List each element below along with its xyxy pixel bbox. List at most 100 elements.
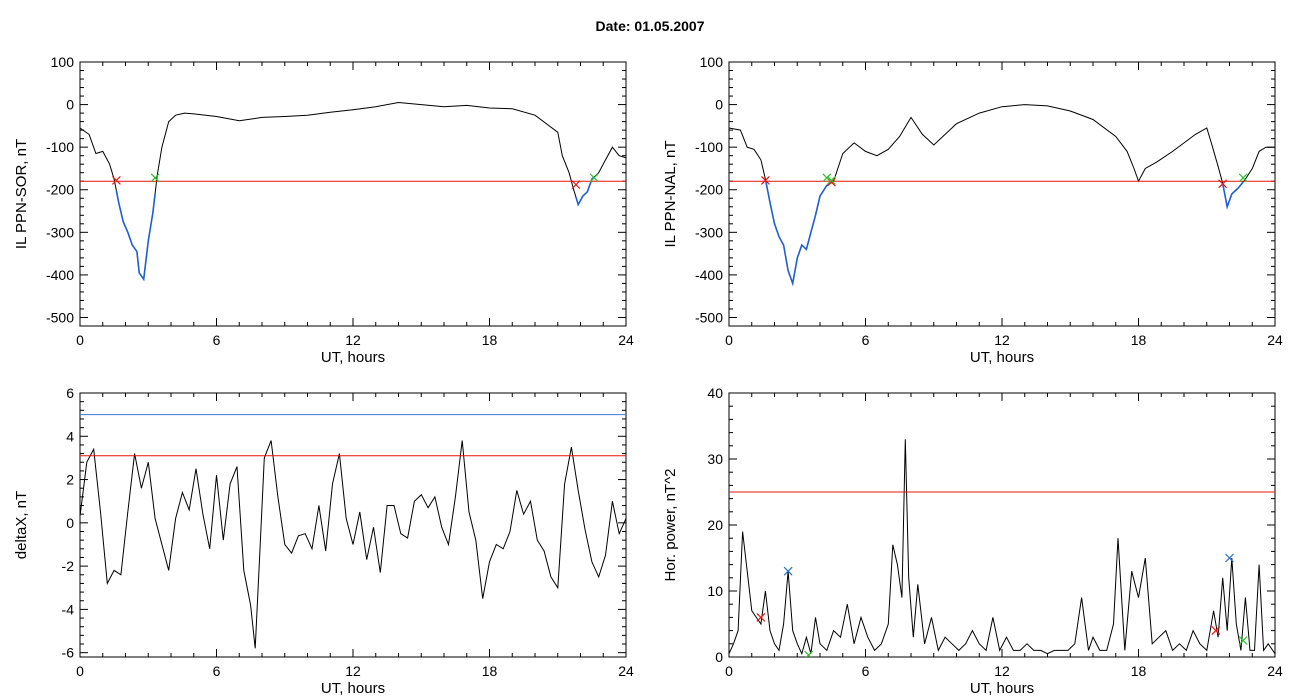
- y-tick-label: 100: [700, 54, 724, 70]
- start-marker-stroke-b: [1218, 179, 1228, 189]
- start-marker-stroke-b: [826, 177, 836, 187]
- plot-body: [729, 104, 1275, 287]
- x-tick-label: 0: [725, 332, 733, 348]
- x-tick-label: 0: [725, 663, 733, 679]
- x-tick-label: 24: [1267, 663, 1283, 679]
- y-axis-label: IL PPN-SOR, nT: [13, 139, 30, 249]
- start-marker: [760, 175, 770, 185]
- end-marker: [1238, 173, 1248, 183]
- x-axis-label: UT, hours: [970, 349, 1034, 366]
- x-tick-label: 18: [482, 663, 498, 679]
- series-line: [729, 439, 1275, 656]
- y-tick-label: 10: [707, 583, 723, 599]
- y-tick-label: -500: [695, 309, 723, 325]
- series-line: [80, 101, 626, 281]
- y-tick-label: -200: [46, 182, 74, 198]
- end-marker-stroke-b: [150, 173, 160, 183]
- x-tick-label: 12: [345, 332, 361, 348]
- end-marker-stroke-b: [1238, 173, 1248, 183]
- peak-marker-stroke-b: [1225, 553, 1234, 563]
- plot-frame: [728, 392, 1276, 658]
- end-marker: [150, 173, 160, 183]
- y-tick-label: 20: [707, 517, 723, 533]
- y-tick-label: -300: [695, 224, 723, 240]
- x-tick-label: 0: [76, 332, 84, 348]
- x-tick-label: 12: [994, 663, 1010, 679]
- start-marker-stroke-b: [1211, 626, 1221, 636]
- plot-body: [729, 439, 1275, 657]
- end-marker-stroke-b: [826, 175, 836, 185]
- y-tick-label: -100: [46, 139, 74, 155]
- x-axis-label: UT, hours: [321, 680, 385, 697]
- panel-il-ppn-sor: 0 6 12 18 24 100 0 -100 -200 -300 -400 -500 UT, hour…: [13, 54, 634, 366]
- plot-frame: [728, 61, 1276, 327]
- x-tick-label: 24: [1267, 332, 1283, 348]
- y-tick-label: 40: [707, 385, 723, 401]
- plot-body: [80, 414, 626, 649]
- series-line: [729, 104, 1275, 286]
- peak-marker: [783, 566, 793, 576]
- y-tick-label: -2: [62, 558, 75, 574]
- x-tick-label: 6: [862, 332, 870, 348]
- series-highlight: [115, 190, 156, 282]
- y-tick-label: 0: [66, 515, 74, 531]
- start-marker: [756, 612, 766, 622]
- y-tick-label: -6: [62, 645, 75, 661]
- start-marker-stroke-b: [111, 175, 121, 185]
- start-marker: [111, 175, 121, 185]
- y-tick-label: 30: [707, 451, 723, 467]
- y-tick-label: -400: [695, 267, 723, 283]
- y-axis-label: IL PPN-NAL, nT: [662, 141, 679, 248]
- plot-frame: [79, 392, 627, 658]
- y-tick-label: 4: [66, 428, 74, 444]
- x-tick-label: 6: [862, 663, 870, 679]
- x-tick-label: 18: [1131, 663, 1147, 679]
- y-axis-label: deltaX, nT: [13, 491, 30, 559]
- x-tick-label: 0: [76, 663, 84, 679]
- y-tick-label: -500: [46, 309, 74, 325]
- start-marker-stroke-b: [571, 180, 581, 190]
- panel-horizontal-power: 0 6 12 18 24 40 30 20 10 0 UT, hours Hor. power, nT…: [662, 385, 1283, 697]
- start-marker: [1211, 626, 1221, 636]
- end-marker: [589, 173, 599, 183]
- series-line: [80, 440, 626, 649]
- series-highlight: [575, 176, 595, 207]
- x-tick-label: 12: [994, 332, 1010, 348]
- y-tick-label: -100: [695, 139, 723, 155]
- end-marker: [822, 173, 832, 183]
- y-tick-label: -300: [46, 224, 74, 240]
- series-highlight: [1221, 181, 1244, 210]
- x-axis-label: UT, hours: [970, 680, 1034, 697]
- panel-deltax: 0 6 12 18 24 6 4 2 0 -2 -4 -6 UT, hours deltaX, nT: [13, 385, 634, 697]
- end-marker-stroke-b: [589, 173, 599, 183]
- start-marker: [571, 180, 581, 190]
- y-tick-label: -4: [62, 601, 75, 617]
- y-tick-label: -400: [46, 267, 74, 283]
- y-tick-label: 0: [715, 649, 723, 665]
- x-tick-label: 12: [345, 663, 361, 679]
- y-tick-label: 0: [66, 97, 74, 113]
- end-marker: [804, 650, 814, 657]
- y-tick-label: 0: [715, 97, 723, 113]
- end-marker-stroke-b: [822, 173, 832, 183]
- y-tick-label: -200: [695, 182, 723, 198]
- start-marker: [1218, 179, 1228, 189]
- y-tick-label: 6: [66, 385, 74, 401]
- end-marker-stroke-b: [805, 650, 814, 657]
- end-marker: [1238, 636, 1248, 645]
- start-marker-stroke-b: [756, 612, 766, 622]
- x-tick-label: 18: [482, 332, 498, 348]
- x-tick-label: 18: [1131, 332, 1147, 348]
- figure-title: Date: 01.05.2007: [595, 18, 705, 34]
- x-tick-label: 6: [213, 332, 221, 348]
- end-marker: [826, 175, 836, 185]
- plot-body: [80, 101, 626, 282]
- end-marker-stroke-b: [1238, 636, 1248, 645]
- start-marker-stroke-b: [760, 175, 770, 185]
- peak-marker: [1225, 553, 1234, 563]
- x-tick-label: 6: [213, 663, 221, 679]
- x-tick-label: 24: [618, 332, 634, 348]
- y-tick-label: 2: [66, 472, 74, 488]
- panel-il-ppn-nal: 0 6 12 18 24 100 0 -100 -200 -300 -400 -500 UT, hour…: [662, 54, 1283, 366]
